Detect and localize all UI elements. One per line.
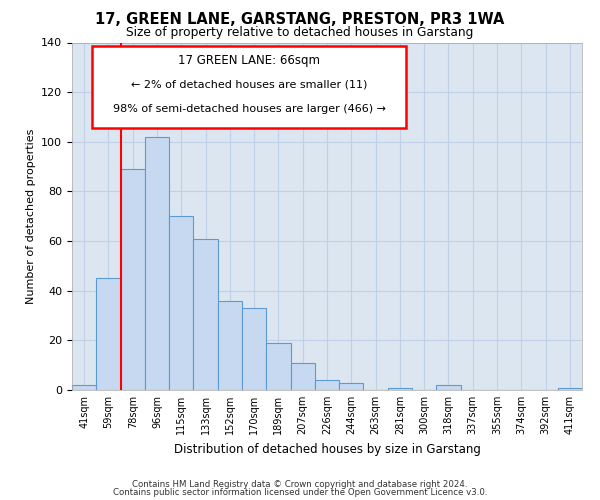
Bar [72,385,96,390]
Bar [242,308,266,390]
Text: ← 2% of detached houses are smaller (11): ← 2% of detached houses are smaller (11) [131,80,367,90]
FancyBboxPatch shape [92,46,406,128]
Bar [339,382,364,390]
X-axis label: Distribution of detached houses by size in Garstang: Distribution of detached houses by size … [173,442,481,456]
Bar [266,343,290,390]
Bar [315,380,339,390]
Text: 17 GREEN LANE: 66sqm: 17 GREEN LANE: 66sqm [178,54,320,66]
Text: Size of property relative to detached houses in Garstang: Size of property relative to detached ho… [127,26,473,39]
Bar [193,238,218,390]
Text: Contains HM Land Registry data © Crown copyright and database right 2024.: Contains HM Land Registry data © Crown c… [132,480,468,489]
Bar [145,137,169,390]
Bar [218,300,242,390]
Y-axis label: Number of detached properties: Number of detached properties [26,128,35,304]
Bar [388,388,412,390]
Bar [558,388,582,390]
Bar [290,362,315,390]
Text: 17, GREEN LANE, GARSTANG, PRESTON, PR3 1WA: 17, GREEN LANE, GARSTANG, PRESTON, PR3 1… [95,12,505,28]
Bar [96,278,121,390]
Text: Contains public sector information licensed under the Open Government Licence v3: Contains public sector information licen… [113,488,487,497]
Text: 98% of semi-detached houses are larger (466) →: 98% of semi-detached houses are larger (… [113,104,386,114]
Bar [121,169,145,390]
Bar [169,216,193,390]
Bar [436,385,461,390]
